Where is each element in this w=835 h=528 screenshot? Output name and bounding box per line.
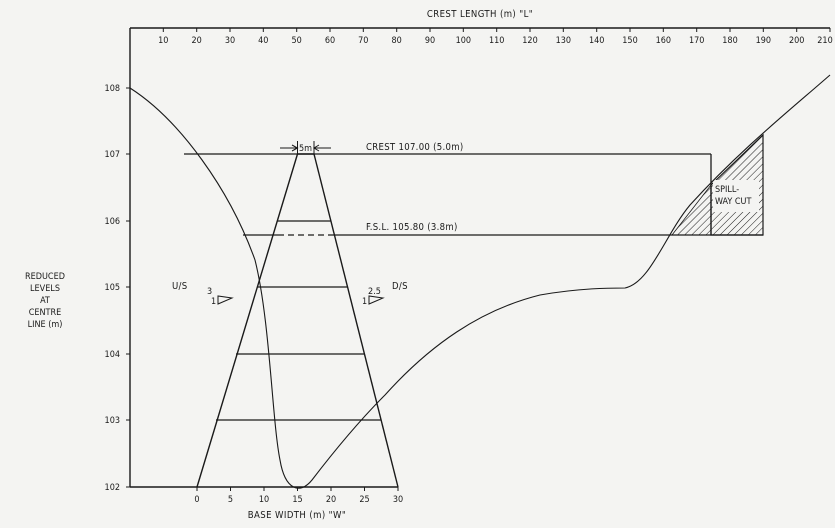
crest-width-label: 5m (299, 144, 312, 154)
top-tick-label: 60 (325, 36, 335, 46)
left-tick-label: 106 (105, 217, 120, 227)
top-tick-label: 120 (522, 36, 537, 46)
dam-section (196, 153, 399, 488)
dam-level-lines (216, 220, 381, 421)
spillway-label-bg (713, 180, 759, 212)
top-axis-title: CREST LENGTH (m) "L" (427, 9, 533, 20)
spillway-hatch-left (671, 183, 712, 236)
top-tick-label: 110 (489, 36, 504, 46)
top-tick-label: 80 (392, 36, 402, 46)
crest-width-dimension (280, 141, 331, 154)
top-tick-label: 100 (456, 36, 471, 46)
left-axis-ticks (126, 87, 130, 488)
bottom-tick-label: 20 (326, 495, 336, 505)
top-tick-label: 180 (722, 36, 737, 46)
left-axis-title-line: REDUCED (25, 272, 65, 282)
us-slope-side: 1 (211, 297, 216, 307)
ds-slope-side: 1 (362, 297, 367, 307)
left-axis-title-line: LEVELS (30, 284, 60, 294)
ds-slope-top: 2.5 (368, 287, 381, 297)
bottom-axis-title: BASE WIDTH (m) "W" (248, 510, 346, 521)
top-tick-label: 10 (158, 36, 168, 46)
left-axis-title-line: LINE (m) (28, 320, 63, 330)
left-tick-label: 107 (105, 150, 120, 160)
bottom-tick-label: 5 (228, 495, 233, 505)
ds-slope-triangle (368, 295, 385, 305)
left-tick-label: 104 (105, 350, 120, 360)
top-tick-label: 90 (425, 36, 435, 46)
ds-label: D/S (392, 281, 408, 292)
us-slope-triangle (217, 295, 234, 305)
top-tick-label: 170 (689, 36, 704, 46)
left-axis-title-line: AT (40, 296, 50, 306)
top-tick-label: 130 (556, 36, 571, 46)
left-axis-title-line: CENTRE (29, 308, 62, 318)
top-axis-ticks (162, 28, 831, 32)
left-tick-label: 105 (105, 283, 120, 293)
top-tick-label: 20 (192, 36, 202, 46)
us-label: U/S (172, 281, 187, 292)
bottom-tick-label: 0 (194, 495, 199, 505)
left-tick-label: 102 (105, 483, 120, 493)
bottom-axis-ticks (196, 487, 399, 491)
top-tick-label: 160 (656, 36, 671, 46)
top-tick-label: 40 (258, 36, 268, 46)
bottom-tick-label: 30 (393, 495, 403, 505)
bottom-tick-label: 15 (292, 495, 302, 505)
spillway-label-1: SPILL- (715, 185, 739, 195)
left-tick-label: 103 (105, 416, 120, 426)
fsl-label: F.S.L. 105.80 (3.8m) (366, 222, 458, 233)
top-tick-label: 140 (589, 36, 604, 46)
top-tick-label: 200 (789, 36, 804, 46)
top-tick-label: 50 (292, 36, 302, 46)
top-tick-label: 70 (358, 36, 368, 46)
top-tick-label: 190 (756, 36, 771, 46)
top-tick-label: 150 (622, 36, 637, 46)
top-tick-label: 210 (817, 36, 832, 46)
left-tick-label: 108 (105, 84, 120, 94)
bottom-tick-label: 25 (359, 495, 369, 505)
crest-label: CREST 107.00 (5.0m) (366, 142, 464, 153)
spillway-label-2: WAY CUT (715, 197, 751, 207)
bottom-tick-label: 10 (259, 495, 269, 505)
ground-profile-curve (129, 74, 831, 489)
us-slope-top: 3 (207, 287, 212, 297)
top-tick-label: 30 (225, 36, 235, 46)
